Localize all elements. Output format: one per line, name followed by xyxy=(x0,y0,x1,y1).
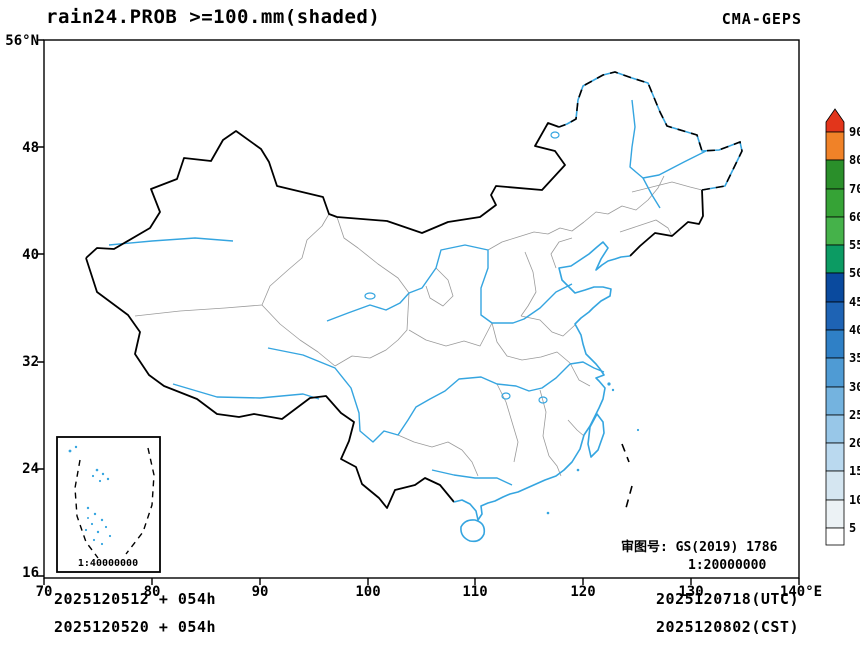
colorbar-segment xyxy=(825,131,845,161)
colorbar-segment xyxy=(825,272,845,303)
rivers xyxy=(108,99,707,486)
amur-border-dashes xyxy=(558,71,743,191)
inset-dash-line-west xyxy=(74,459,99,559)
colorbar-segment xyxy=(825,527,845,546)
colorbar-segment xyxy=(825,442,845,472)
lat-axis: 56°N 48 40 32 24 16 xyxy=(5,33,39,581)
colorbar-tick-label: 80 xyxy=(849,153,860,167)
lon-tick-label: 100 xyxy=(355,584,380,600)
inset-frame xyxy=(56,436,161,573)
lat-tick-label: 32 xyxy=(22,354,39,370)
lon-tick-label: 70 xyxy=(36,584,53,600)
valid-time-utc: 2025120718(UTC) xyxy=(656,590,799,608)
colorbar-tick-label: 60 xyxy=(849,210,860,224)
lon-tick-label: 80 xyxy=(144,584,161,600)
lon-tick-label: 130 xyxy=(678,584,703,600)
lat-tick-label: 16 xyxy=(22,565,39,581)
inset-islands xyxy=(68,445,112,546)
model-label: CMA-GEPS xyxy=(721,10,802,28)
china-national-boundary-north xyxy=(85,122,566,259)
colorbar-tick-label: 15 xyxy=(849,464,860,478)
taiwan-island xyxy=(587,413,605,458)
colorbar-tick-label: 70 xyxy=(849,182,860,196)
china-national-boundary-ne xyxy=(629,189,704,257)
colorbar-tick-label: 10 xyxy=(849,493,860,507)
valid-time-cst: 2025120802(CST) xyxy=(656,618,799,636)
map-frame xyxy=(43,39,800,579)
colorbar-segment xyxy=(825,386,845,416)
lat-tick-label: 40 xyxy=(22,247,39,263)
colorbar-tick-label: 50 xyxy=(849,266,860,280)
colorbar-tick-label: 25 xyxy=(849,408,860,422)
colorbar-tick-label: 5 xyxy=(849,521,856,535)
colorbar-segment xyxy=(825,188,845,218)
lat-tick-label: 48 xyxy=(22,140,39,156)
hainan-island xyxy=(460,519,486,543)
china-national-boundary xyxy=(85,257,455,509)
small-islands xyxy=(546,382,640,515)
inset-scale-label: 1:40000000 xyxy=(78,558,138,569)
lat-tick-label: 24 xyxy=(22,461,39,477)
axis-ticks xyxy=(37,39,800,585)
colorbar-tick-label: 45 xyxy=(849,295,860,309)
lon-tick-label: 120 xyxy=(570,584,595,600)
colorbar-segment xyxy=(825,244,845,274)
colorbar: 90 80 70 60 55 50 45 40 35 30 25 20 15 1… xyxy=(825,108,860,546)
coastline xyxy=(453,241,631,521)
colorbar-tick-label: 35 xyxy=(849,351,860,365)
colorbar-segment xyxy=(825,499,845,529)
lon-tick-label: 140°E xyxy=(780,584,822,600)
colorbar-tick-label: 55 xyxy=(849,238,860,252)
lakes xyxy=(364,131,560,404)
lon-tick-label: 110 xyxy=(462,584,487,600)
inset-dash-line-east xyxy=(125,447,155,555)
colorbar-tick-label: 20 xyxy=(849,436,860,450)
south-china-sea-inset: 1:40000000 xyxy=(56,436,161,573)
colorbar-segment xyxy=(825,159,845,190)
colorbar-tick-label: 30 xyxy=(849,380,860,394)
map-approval-label: 审图号: GS(2019) 1786 xyxy=(621,539,778,555)
colorbar-segment xyxy=(825,414,845,444)
province-boundaries xyxy=(134,175,703,477)
colorbar-segment xyxy=(825,329,845,359)
init-time-utc: 2025120512 + 054h xyxy=(54,590,217,608)
lon-tick-label: 90 xyxy=(252,584,269,600)
colorbar-segment xyxy=(825,357,845,388)
colorbar-segment xyxy=(825,301,845,331)
colorbar-arrow-segment xyxy=(825,108,845,133)
lon-axis: 70 80 90 100 110 120 130 140°E xyxy=(36,584,823,600)
map-scale-label: 1:20000000 xyxy=(688,558,766,573)
colorbar-tick-label: 90 xyxy=(849,125,860,139)
page-title: rain24.PROB >=100.mm(shaded) xyxy=(46,6,381,28)
lat-tick-label: 56°N xyxy=(5,33,39,49)
colorbar-tick-label: 40 xyxy=(849,323,860,337)
init-time-cst: 2025120520 + 054h xyxy=(54,618,217,636)
colorbar-segment xyxy=(825,470,845,501)
maritime-dash-segments xyxy=(621,443,633,509)
colorbar-segment xyxy=(825,216,845,246)
